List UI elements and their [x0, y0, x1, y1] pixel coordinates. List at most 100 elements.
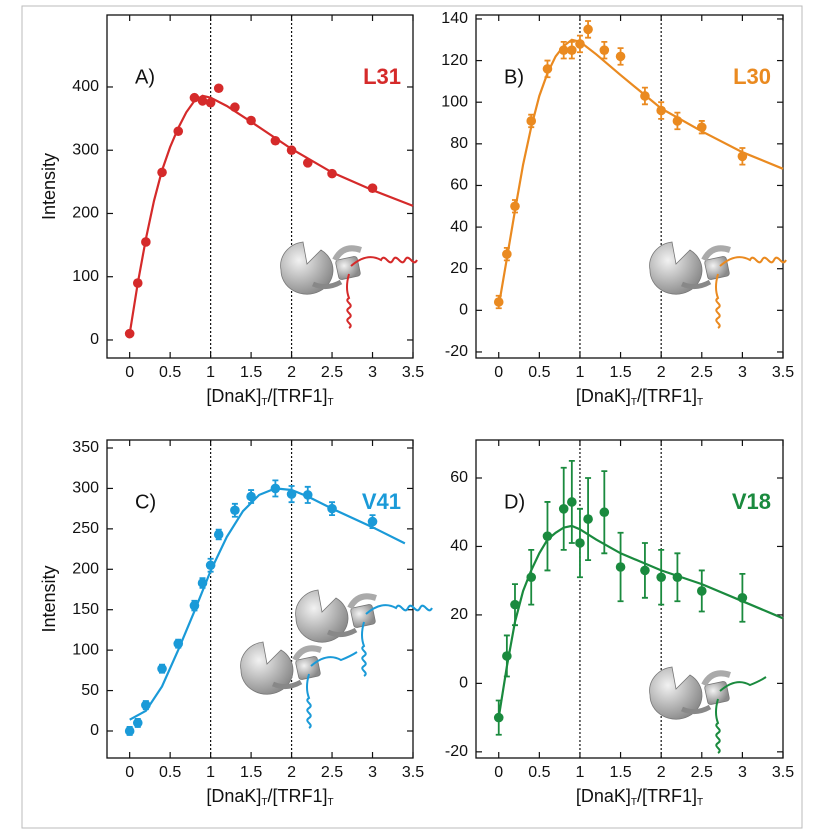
- data-point: [189, 92, 200, 103]
- data-point: [567, 45, 577, 55]
- data-point: [672, 116, 683, 126]
- substrate-chain: [310, 651, 358, 667]
- data-point: [583, 24, 593, 35]
- data-point: [302, 490, 313, 500]
- x-tick-label: 3: [368, 764, 377, 781]
- x-axis-label: [DnaK]T/[TRF1]T: [576, 786, 703, 808]
- data-point: [230, 505, 240, 516]
- data-point: [132, 718, 143, 728]
- subscript: T: [261, 797, 267, 808]
- x-tick-label: 3.5: [402, 364, 424, 381]
- protein-cartoon: [280, 241, 418, 329]
- x-tick-label: 0.5: [159, 764, 181, 781]
- y-tick-label: -20: [445, 343, 468, 360]
- data-point: [696, 122, 707, 132]
- substrate-chain: [350, 256, 418, 267]
- data-point: [367, 516, 378, 527]
- dnak-nbd: [240, 641, 294, 695]
- data-point: [327, 168, 337, 179]
- x-tick-label: 0.5: [528, 364, 550, 381]
- label-part: /[TRF1]: [637, 786, 697, 806]
- y-tick-label: 100: [441, 93, 468, 110]
- data-point: [302, 158, 313, 168]
- y-tick-label: -20: [445, 743, 468, 760]
- data-point: [599, 507, 610, 518]
- panel-label: A): [135, 66, 155, 88]
- data-point: [327, 503, 337, 514]
- x-tick-label: 3.5: [772, 364, 794, 381]
- subscript: T: [328, 397, 334, 408]
- figure-border: [21, 5, 803, 829]
- dnak-lid: [347, 593, 377, 610]
- data-point: [640, 91, 650, 101]
- data-point: [502, 249, 512, 259]
- dnak-linker: [681, 704, 712, 715]
- x-tick-label: 1: [206, 764, 215, 781]
- x-tick-label: 1.5: [240, 364, 262, 381]
- chart-title: V18: [732, 489, 771, 514]
- data-point: [141, 237, 151, 247]
- data-point: [583, 514, 593, 524]
- label-part: [DnaK]: [206, 386, 261, 406]
- dnak-lid: [701, 245, 731, 262]
- x-tick-label: 2: [287, 764, 296, 781]
- data-point: [173, 126, 184, 137]
- data-point: [205, 97, 216, 108]
- x-tick-label: 1.5: [240, 764, 262, 781]
- x-tick-label: 2: [657, 364, 666, 381]
- x-tick-label: 3: [738, 364, 747, 381]
- data-point: [656, 105, 666, 116]
- dnak-nbd: [649, 666, 703, 720]
- data-point: [124, 328, 135, 339]
- subscript: T: [261, 397, 267, 408]
- dnak-linker: [312, 279, 343, 290]
- data-point: [213, 529, 224, 540]
- data-point: [141, 700, 151, 710]
- data-point: [493, 712, 504, 723]
- panel-label: D): [504, 491, 525, 513]
- dnak-nbd: [280, 241, 334, 295]
- data-point: [737, 151, 748, 162]
- data-point: [575, 538, 585, 548]
- label-part: [DnaK]: [206, 786, 261, 806]
- y-tick-label: 80: [450, 135, 468, 152]
- x-tick-label: 0: [494, 364, 503, 381]
- panel-label: C): [135, 491, 156, 513]
- data-point: [270, 483, 281, 494]
- dnak-linker: [681, 279, 712, 290]
- x-tick-label: 0: [494, 764, 503, 781]
- plot-frame: [475, 14, 784, 359]
- subscript: T: [697, 397, 703, 408]
- substrate-chain: [715, 273, 721, 329]
- data-point: [696, 586, 707, 596]
- data-point: [270, 135, 281, 146]
- data-point: [286, 489, 297, 499]
- dnak-lid: [292, 645, 322, 662]
- data-point: [615, 51, 626, 62]
- y-tick-label: 60: [450, 469, 468, 486]
- data-point: [246, 491, 256, 502]
- data-point: [656, 572, 666, 583]
- data-point: [502, 651, 512, 661]
- dnak-linker: [272, 679, 303, 690]
- plot-frame: [106, 14, 414, 359]
- y-tick-label: 20: [450, 606, 468, 623]
- data-point: [510, 599, 520, 610]
- x-tick-label: 2.5: [691, 764, 713, 781]
- x-tick-label: 2: [287, 364, 296, 381]
- x-tick-label: 1: [576, 364, 585, 381]
- data-point: [526, 572, 537, 583]
- dnak-nbd: [295, 589, 349, 643]
- y-tick-label: 40: [450, 218, 468, 235]
- chart-title: L30: [733, 64, 771, 89]
- x-tick-label: 3.5: [402, 764, 424, 781]
- chart-title: V41: [362, 489, 401, 514]
- data-point: [615, 562, 626, 572]
- dnak-linker: [327, 627, 358, 638]
- y-axis-label: Intensity: [39, 153, 59, 220]
- data-point: [567, 497, 577, 507]
- label-part: [DnaK]: [576, 386, 631, 406]
- data-point: [542, 64, 553, 74]
- x-tick-label: 0.5: [159, 364, 181, 381]
- data-point: [640, 565, 650, 576]
